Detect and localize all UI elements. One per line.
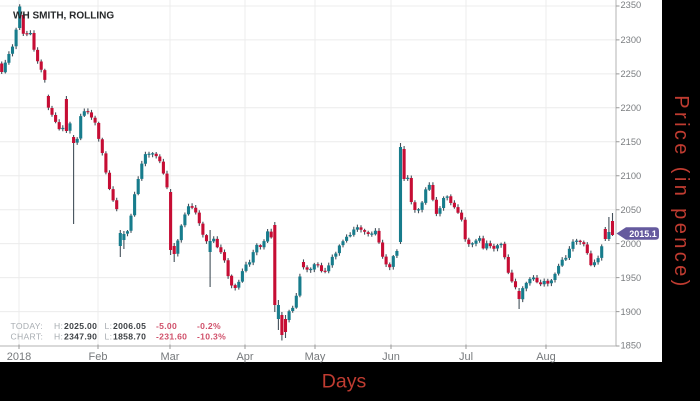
svg-text:2100: 2100 <box>621 171 642 181</box>
svg-text:Aug: Aug <box>536 351 556 363</box>
svg-text:2000: 2000 <box>621 239 642 249</box>
svg-text:-5.00: -5.00 <box>156 321 177 331</box>
svg-text:2006.05: 2006.05 <box>113 321 146 331</box>
svg-text:2347.90: 2347.90 <box>64 332 97 342</box>
svg-text:CHART:: CHART: <box>11 332 44 342</box>
svg-text:1850: 1850 <box>621 341 642 351</box>
svg-text:Price (in pence): Price (in pence) <box>670 95 692 289</box>
svg-text:2025.00: 2025.00 <box>64 321 97 331</box>
svg-text:2150: 2150 <box>621 137 642 147</box>
svg-text:2250: 2250 <box>621 69 642 79</box>
svg-text:Jun: Jun <box>382 351 400 363</box>
svg-text:Feb: Feb <box>89 351 108 363</box>
svg-text:Days: Days <box>322 371 367 393</box>
svg-text:2050: 2050 <box>621 205 642 215</box>
svg-text:TODAY:: TODAY: <box>11 321 44 331</box>
svg-text:Mar: Mar <box>161 351 180 363</box>
svg-text:2350: 2350 <box>621 0 642 10</box>
svg-text:-231.60: -231.60 <box>156 332 187 342</box>
svg-text:Jul: Jul <box>459 351 473 363</box>
svg-text:-10.3%: -10.3% <box>197 332 226 342</box>
svg-text:2015.1: 2015.1 <box>629 229 657 239</box>
svg-text:L:: L: <box>105 332 113 342</box>
svg-text:WH SMITH, ROLLING: WH SMITH, ROLLING <box>13 11 114 22</box>
svg-text:2018: 2018 <box>7 351 31 363</box>
svg-text:L:: L: <box>105 321 113 331</box>
svg-text:2200: 2200 <box>621 103 642 113</box>
svg-text:2300: 2300 <box>621 35 642 45</box>
svg-text:-0.2%: -0.2% <box>197 321 221 331</box>
svg-text:Apr: Apr <box>236 351 253 363</box>
svg-text:1950: 1950 <box>621 273 642 283</box>
svg-text:1900: 1900 <box>621 307 642 317</box>
svg-text:May: May <box>305 351 326 363</box>
svg-text:1858.70: 1858.70 <box>113 332 146 342</box>
svg-text:H:: H: <box>54 321 63 331</box>
svg-text:H:: H: <box>54 332 63 342</box>
